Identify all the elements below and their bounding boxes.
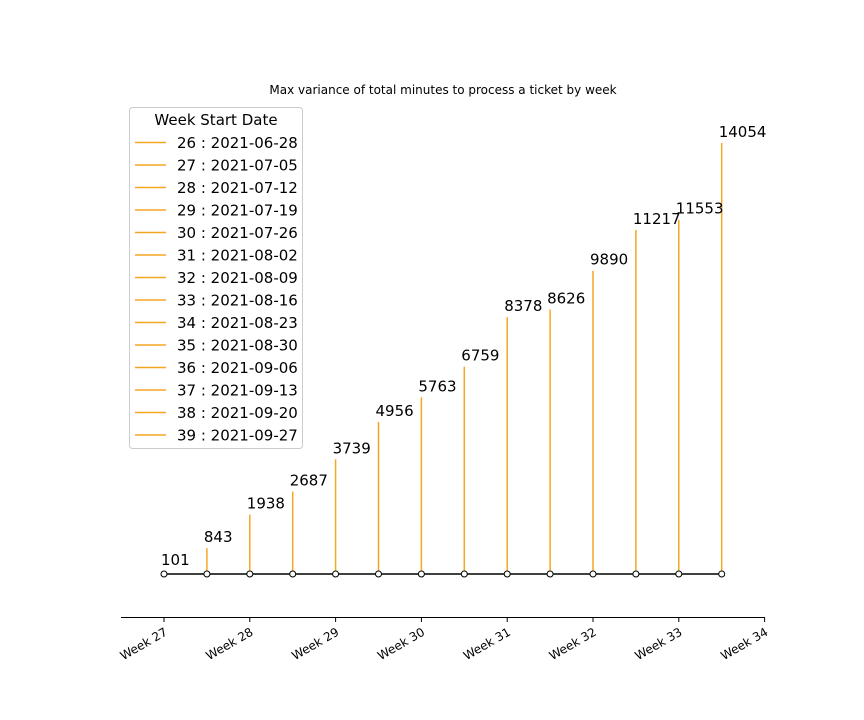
- stem-marker-6: [417, 570, 425, 578]
- legend-title: Week Start Date: [154, 111, 277, 129]
- legend-entry-11: 37 : 2021-09-13: [177, 382, 298, 400]
- stem-marker-1: [203, 570, 211, 578]
- chart-title: Max variance of total minutes to process…: [269, 83, 616, 97]
- legend-entry-7: 33 : 2021-08-16: [177, 292, 298, 310]
- data-label-6: 5763: [418, 377, 456, 395]
- legend-entry-5: 31 : 2021-08-02: [177, 247, 298, 265]
- data-label-11: 11217: [633, 210, 681, 228]
- stem-marker-11: [632, 570, 640, 578]
- legend-entry-13: 39 : 2021-09-27: [177, 427, 298, 445]
- x-tick-label-6: Week 33: [633, 625, 685, 663]
- legend-frame: [129, 107, 303, 449]
- legend-entry-4: 30 : 2021-07-26: [177, 224, 298, 242]
- data-label-0: 101: [161, 551, 190, 569]
- data-label-1: 843: [204, 528, 233, 546]
- legend-entries: 26 : 2021-06-28 27 : 2021-07-05 28 : 2021-…: [135, 134, 298, 445]
- stem-marker-5: [375, 570, 382, 578]
- stem-marker-4: [332, 570, 340, 578]
- legend-entry-2: 28 : 2021-07-12: [177, 179, 298, 197]
- legend-entry-1: 27 : 2021-07-05: [177, 157, 298, 175]
- stems-group: [163, 143, 723, 574]
- data-label-3: 2687: [290, 472, 328, 490]
- legend-entry-9: 35 : 2021-08-30: [177, 337, 298, 355]
- x-tick-label-4: Week 31: [461, 625, 513, 663]
- data-label-5: 4956: [376, 402, 414, 420]
- stem-marker-12: [675, 570, 683, 578]
- legend: Week Start Date 26 : 2021-06-28 27 : 2021…: [129, 107, 303, 449]
- data-label-13: 14054: [719, 123, 767, 141]
- x-tick-label-1: Week 28: [204, 625, 256, 663]
- stem-marker-8: [503, 570, 511, 578]
- data-label-2: 1938: [247, 495, 285, 513]
- x-tick-label-3: Week 30: [375, 625, 427, 663]
- stem-marker-7: [460, 570, 468, 578]
- stem-marker-2: [246, 570, 254, 578]
- markers-group: [160, 570, 726, 578]
- x-tick-label-0: Week 27: [118, 625, 170, 663]
- x-tick-label-2: Week 29: [289, 625, 341, 663]
- data-label-7: 6759: [461, 347, 499, 365]
- stem-marker-3: [289, 570, 297, 578]
- stem-marker-9: [546, 570, 554, 578]
- x-tick-label-5: Week 32: [547, 625, 599, 663]
- data-label-9: 8626: [547, 289, 585, 307]
- legend-entry-12: 38 : 2021-09-20: [177, 404, 298, 422]
- legend-entry-0: 26 : 2021-06-28: [177, 134, 298, 152]
- x-tick-label-7: Week 34: [718, 625, 770, 663]
- legend-entry-10: 36 : 2021-09-06: [177, 359, 298, 377]
- data-label-8: 8378: [504, 297, 542, 315]
- data-label-12: 11553: [676, 200, 724, 218]
- stem-marker-0: [160, 570, 168, 578]
- legend-entry-3: 29 : 2021-07-19: [177, 202, 298, 220]
- legend-entry-6: 32 : 2021-08-09: [177, 269, 298, 287]
- x-ticks-group: Week 27 Week 28 Week 29 Week 30 Week 31 Week …: [118, 617, 770, 663]
- legend-entry-8: 34 : 2021-08-23: [177, 314, 298, 332]
- data-label-4: 3739: [333, 439, 371, 457]
- stem-marker-10: [589, 570, 597, 578]
- stem-marker-13: [718, 570, 726, 578]
- data-label-10: 9890: [590, 251, 628, 269]
